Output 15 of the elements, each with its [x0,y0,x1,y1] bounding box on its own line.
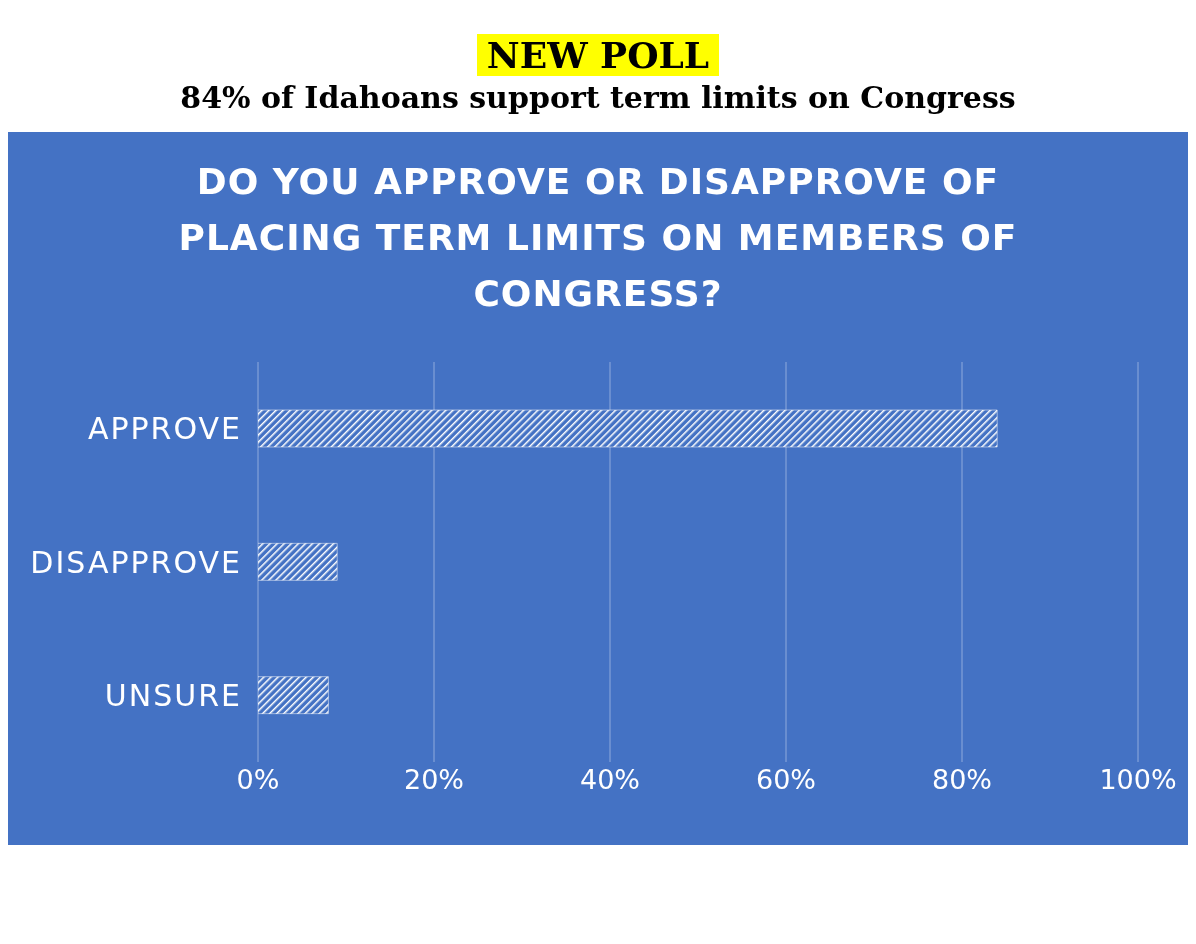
chart-subtitle: 84% of Idahoans support term limits on Congress [179,80,1017,115]
x-tick-label: 80% [931,764,993,796]
chart-title: NEW POLL [476,34,720,76]
y-tick-label: UNSURE [104,677,242,713]
bar [258,676,329,714]
bar [258,543,338,581]
x-tick-label: 60% [755,764,817,796]
bar [258,409,998,448]
x-tick-label: 40% [579,764,641,796]
x-tick-label: 20% [403,764,465,796]
text: DO YOU APPROVE OR DISAPPROVE OF PLACING TERM LIMITS ON MEMBERS OF CONGRESS? [177,160,1019,316]
y-tick-label: APPROVE [87,411,242,447]
x-tick-label: 0% [236,764,280,796]
x-tick-label: 100% [1099,764,1177,796]
y-tick-label: DISAPPROVE [30,544,242,580]
